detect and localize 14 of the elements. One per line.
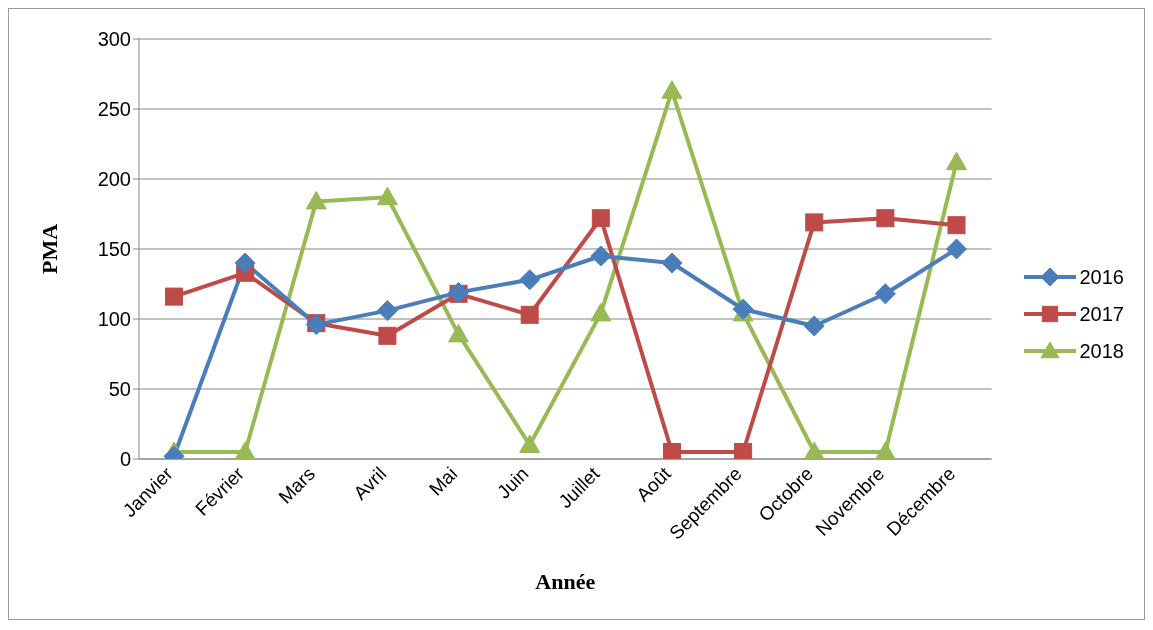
y-tick-label: 250 bbox=[97, 98, 131, 121]
y-tick-label: 0 bbox=[119, 448, 131, 471]
y-axis-title: PMA bbox=[36, 223, 62, 275]
legend-label: 2017 bbox=[1079, 302, 1124, 326]
x-axis-title: Année bbox=[535, 569, 596, 594]
y-tick-label: 150 bbox=[97, 238, 131, 261]
legend-label: 2016 bbox=[1079, 265, 1124, 289]
y-tick-label: 300 bbox=[97, 28, 131, 51]
y-tick-label: 50 bbox=[108, 378, 131, 401]
x-tick-label: Juin bbox=[493, 462, 533, 503]
x-tick-label: Mai bbox=[424, 462, 462, 500]
y-tick-label: 100 bbox=[97, 308, 131, 331]
y-tick-label: 200 bbox=[97, 168, 131, 191]
legend-label: 2018 bbox=[1079, 339, 1124, 363]
